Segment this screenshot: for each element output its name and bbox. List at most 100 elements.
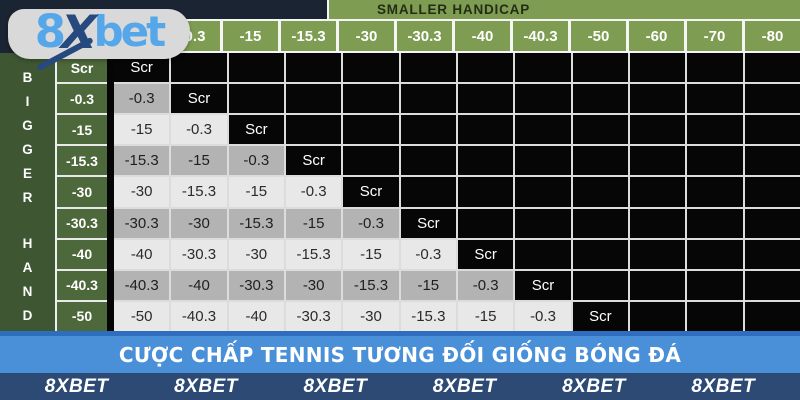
column-header-cell: -70 — [687, 21, 745, 51]
side-label-letter: H — [22, 236, 33, 251]
column-header-cell: -40.3 — [513, 21, 571, 51]
column-header-cell: -60 — [629, 21, 687, 51]
grid-cell: -30.3 — [285, 301, 342, 331]
side-label-letter: G — [22, 142, 33, 157]
grid-cell-empty — [629, 177, 686, 207]
side-label-letter: N — [22, 284, 33, 299]
grid-cell-scratch: Scr — [572, 301, 628, 331]
grid-cell: -0.3 — [114, 84, 170, 114]
grid-cell-empty — [285, 84, 342, 114]
grid-cell: -0.3 — [171, 115, 227, 145]
row-header-cell: -15 — [57, 115, 107, 147]
grid-cell: -0.3 — [228, 146, 284, 176]
grid-cell: -15.3 — [285, 239, 342, 269]
grid-cell-empty — [687, 177, 743, 207]
footer-brand-item: 8XBET — [691, 375, 756, 397]
grid-cell-empty — [687, 301, 743, 331]
grid-cell: -15 — [228, 177, 284, 207]
column-header-cell: -15.3 — [281, 21, 339, 51]
grid-cell-empty — [744, 53, 800, 83]
grid-cell-empty — [687, 146, 743, 176]
grid-cell-empty — [572, 239, 628, 269]
grid-cell-empty — [629, 270, 686, 300]
grid-cell: -15.3 — [171, 177, 227, 207]
grid-cell: -40 — [228, 301, 284, 331]
footer-brand-item: 8XBET — [174, 375, 238, 397]
grid-cell-empty — [687, 270, 743, 300]
grid-cell-empty — [515, 239, 571, 269]
grid-cell-empty — [515, 208, 571, 238]
grid-cell-empty — [572, 53, 628, 83]
grid-cell-empty — [629, 239, 686, 269]
grid-cell-empty — [629, 146, 686, 176]
grid-cell-scratch: Scr — [515, 270, 571, 300]
footer-brand-item: 8XBET — [432, 375, 497, 397]
logo-wordmark: 8 X bet — [8, 5, 190, 59]
grid-cell: -0.3 — [400, 239, 456, 269]
side-label-letter: E — [22, 166, 32, 181]
grid-cell-empty — [629, 53, 686, 83]
grid-cell-empty — [228, 84, 284, 114]
grid-cell-empty — [744, 208, 800, 238]
footer-brand-item: 8XBET — [44, 375, 109, 397]
row-header-cell: -40.3 — [57, 271, 107, 302]
grid-cell-empty — [343, 84, 399, 114]
column-header-cell: -80 — [761, 27, 784, 45]
grid-cell: -15 — [457, 301, 514, 331]
grid-cell-empty — [171, 53, 227, 83]
grid-cell-empty — [457, 146, 514, 176]
grid-cell-empty — [687, 115, 743, 145]
grid-cell-scratch: Scr — [400, 208, 456, 238]
grid-cell: -15 — [343, 239, 399, 269]
row-header-cell: -40 — [57, 240, 107, 271]
grid-cell-empty — [457, 177, 514, 207]
grid-cell-empty — [228, 53, 284, 83]
side-label-letter: A — [22, 260, 33, 275]
handicap-table-grid: Scr -0.3 Scr -15 -0.3 Scr -15.3 -15 -0.3 Scr -30 -1… — [107, 53, 800, 331]
column-header-cell: -30.3 — [397, 21, 455, 51]
grid-cell: -30 — [171, 208, 227, 238]
column-header-row: Scr-0.3-15-15.3-30-30.3-40-40.3-50-60-70… — [107, 19, 800, 53]
grid-cell: -30.3 — [114, 208, 170, 238]
row-header-column: Scr -0.3 -15 -15.3 -30 -30.3 -40 -40.3 -50 — [55, 53, 107, 331]
grid-cell-empty — [629, 115, 686, 145]
side-label-letter: D — [22, 308, 33, 323]
grid-cell: -15 — [285, 208, 342, 238]
grid-cell-empty — [285, 53, 342, 83]
grid-cell: -0.3 — [285, 177, 342, 207]
table-title: SMALLER HANDICAP — [376, 2, 531, 17]
grid-cell: -15.3 — [343, 270, 399, 300]
grid-cell: -0.3 — [515, 301, 571, 331]
row-header-cell: -15.3 — [57, 146, 107, 178]
grid-cell-empty — [572, 146, 628, 176]
grid-cell-empty — [572, 84, 628, 114]
grid-cell: -15 — [114, 115, 170, 145]
grid-cell-empty — [744, 146, 800, 176]
grid-cell-empty — [515, 84, 571, 114]
grid-cell-empty — [343, 146, 399, 176]
row-header-cell: -30 — [57, 177, 107, 209]
grid-cell-scratch: Scr — [171, 84, 227, 114]
logo-pill-background — [8, 9, 190, 59]
grid-cell: -40 — [171, 270, 227, 300]
grid-cell-empty — [515, 177, 571, 207]
grid-cell-empty — [400, 84, 456, 114]
grid-cell-empty — [343, 115, 399, 145]
footer-brand-item: 8XBET — [303, 375, 368, 397]
grid-cell-empty — [687, 53, 743, 83]
grid-cell-empty — [343, 53, 399, 83]
row-header-cell: -0.3 — [57, 84, 107, 116]
grid-cell: -15.3 — [400, 301, 456, 331]
grid-cell: -30 — [114, 177, 170, 207]
grid-cell-empty — [572, 177, 628, 207]
grid-cell: -40.3 — [171, 301, 227, 331]
row-header-cell: -50 — [71, 308, 93, 325]
column-header-cell: -30 — [339, 21, 397, 51]
grid-cell-empty — [744, 84, 800, 114]
grid-cell-empty — [457, 208, 514, 238]
grid-cell-empty — [744, 270, 800, 300]
grid-cell: -15 — [400, 270, 456, 300]
side-label-letter: I — [25, 94, 30, 109]
footer-brand-item: 8XBET — [562, 375, 626, 397]
